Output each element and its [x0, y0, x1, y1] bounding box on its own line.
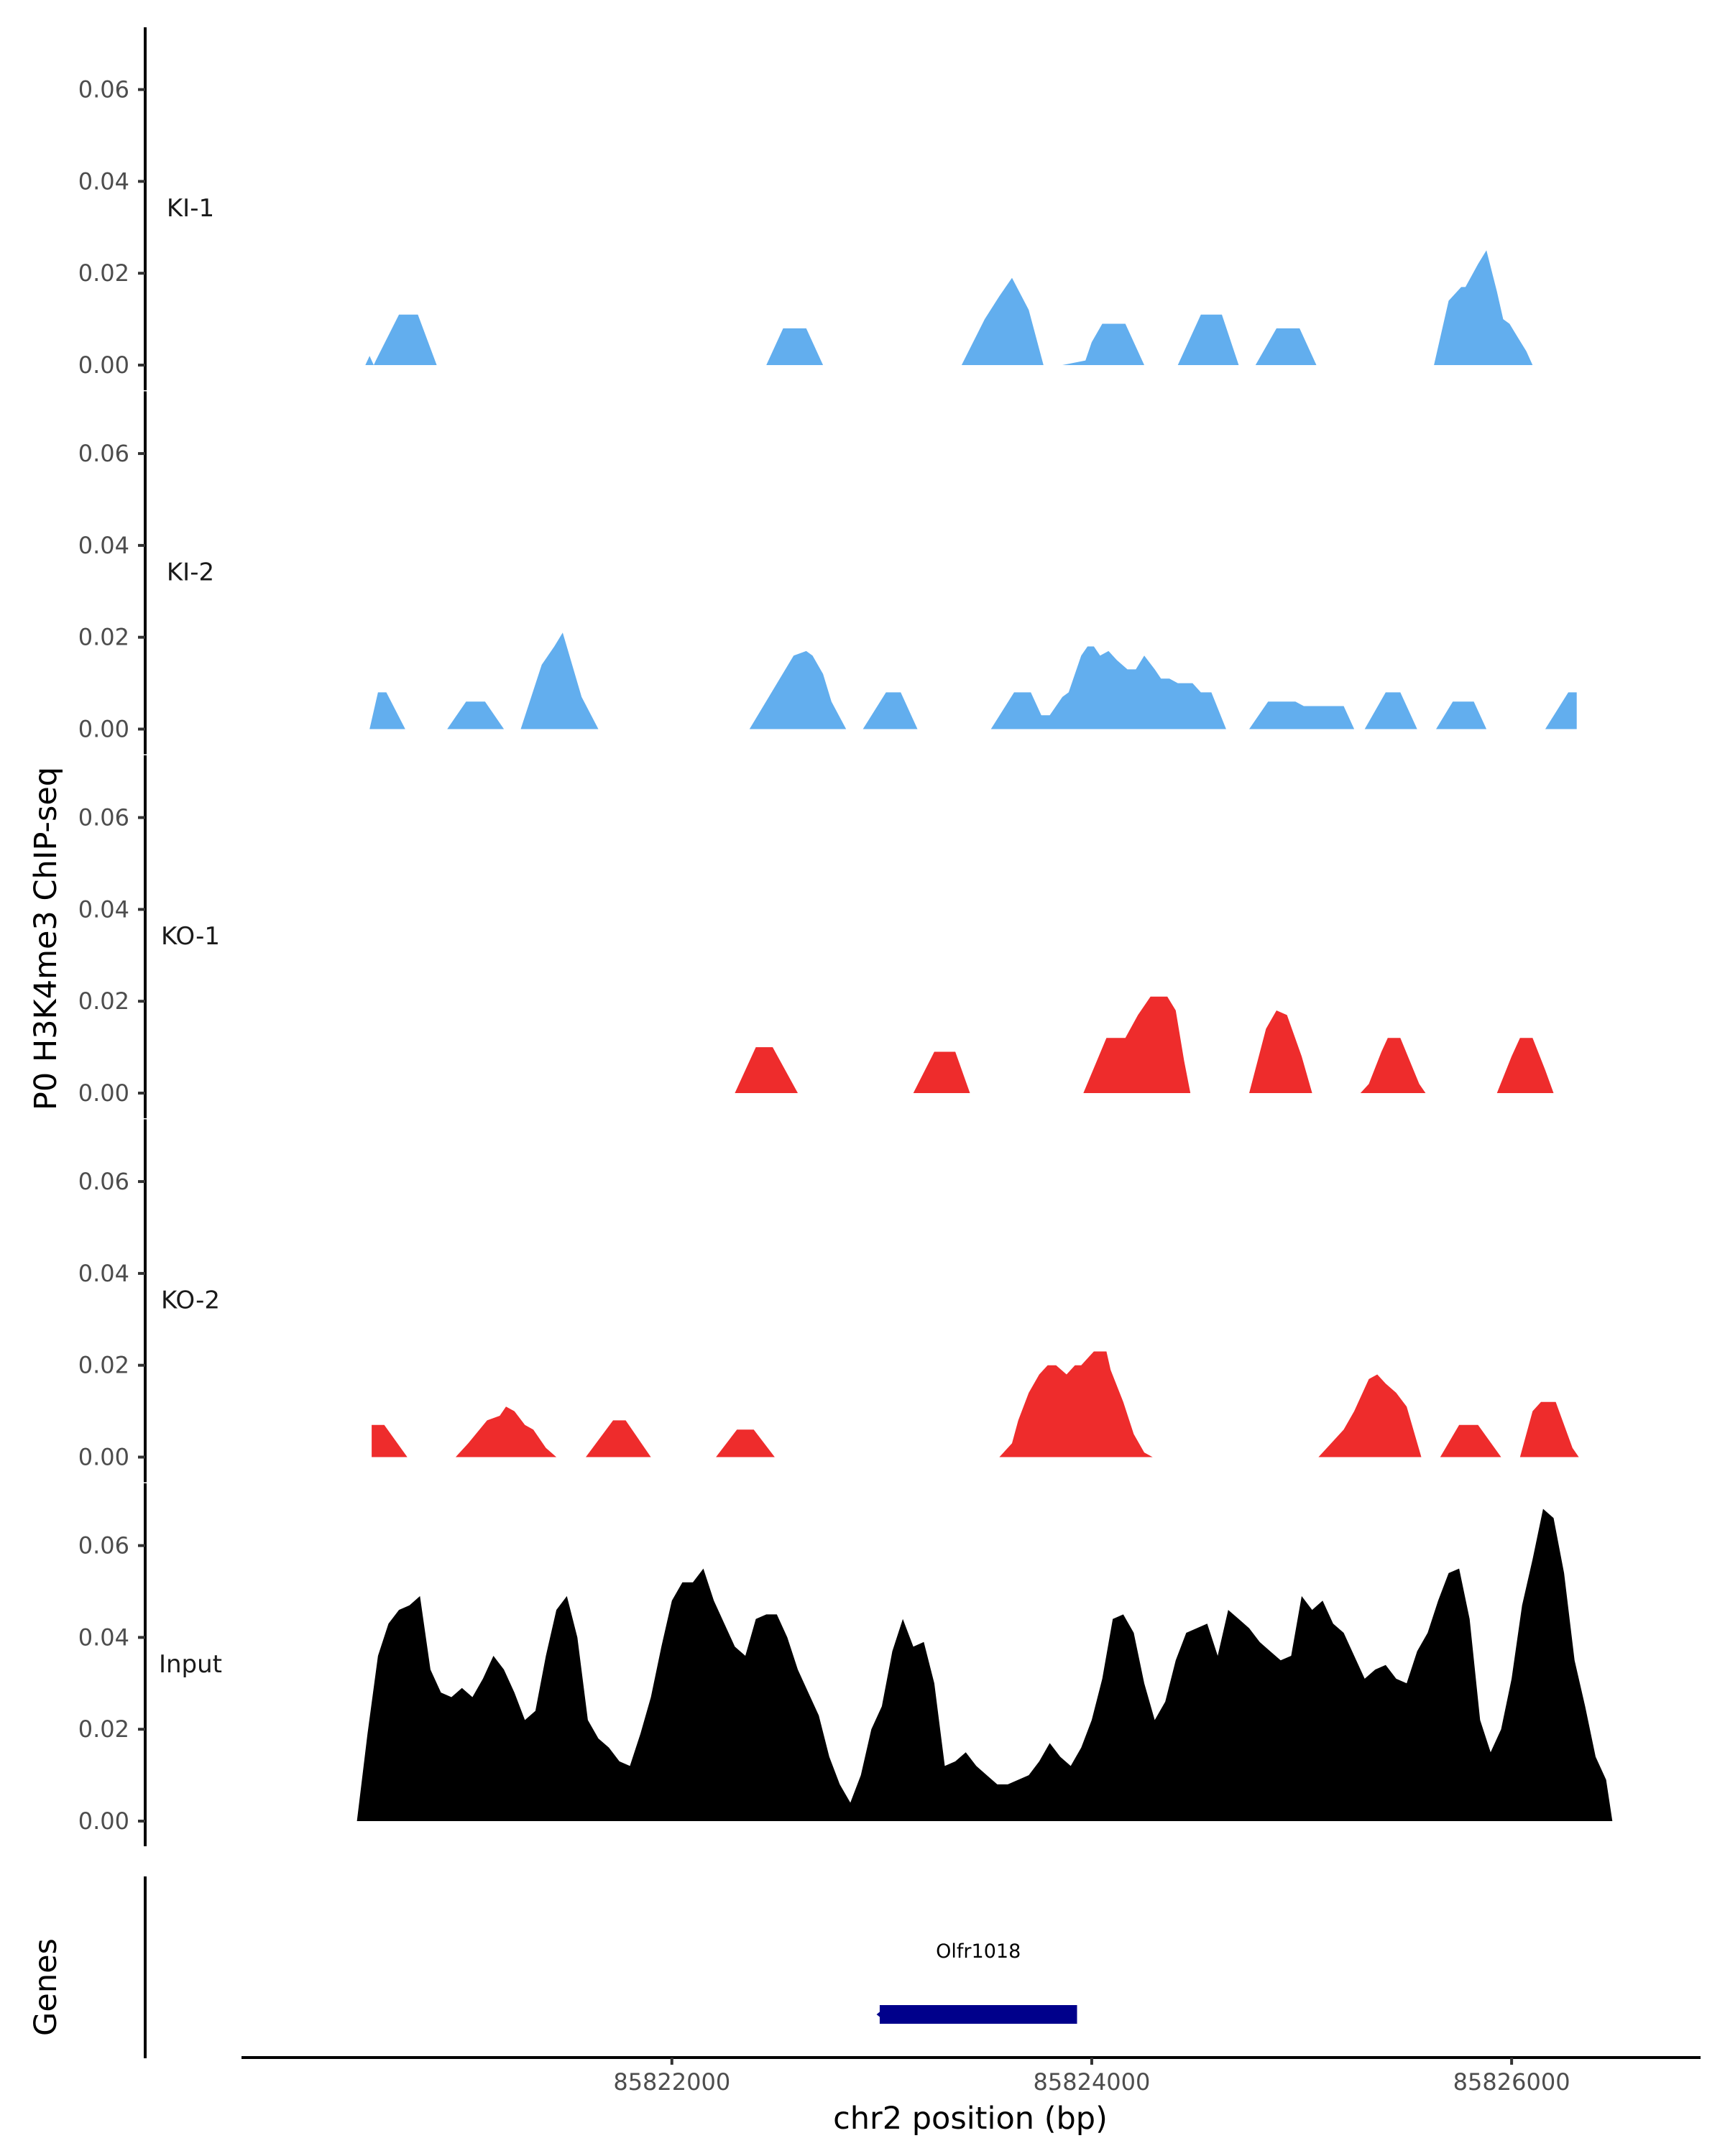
y-tick-label: 0.06 — [78, 1532, 129, 1560]
track-label: KO-1 — [161, 922, 220, 951]
coverage-area-input — [356, 1508, 1613, 1821]
gene-strand-arrow — [876, 2007, 886, 2022]
x-axis-title: chr2 position (bp) — [833, 2101, 1108, 2137]
track-input: 0.00 0.02 0.04 0.06 Input — [78, 1483, 1613, 1846]
track-label: KI-1 — [167, 194, 214, 223]
track-ki-1: 0.00 0.02 0.04 0.06 KI-1 — [78, 27, 1533, 390]
y-tick-label: 0.04 — [78, 1260, 129, 1287]
y-tick-label: 0.06 — [78, 440, 129, 467]
y-tick-label: 0.02 — [78, 1715, 129, 1743]
y-tick-label: 0.02 — [78, 987, 129, 1015]
gene-label: Olfr1018 — [936, 1940, 1021, 1963]
gene-body — [879, 2005, 1077, 2024]
x-axis-ticks: 85822000 85824000 85826000 — [613, 2058, 1570, 2096]
coverage-area-ko-1 — [735, 996, 1554, 1093]
y-tick-label: 0.04 — [78, 1623, 129, 1651]
genes-label: Genes — [28, 1938, 64, 2036]
coverage-area-ko-2 — [372, 1351, 1579, 1457]
y-tick-label: 0.02 — [78, 1352, 129, 1379]
x-tick-label: 85826000 — [1453, 2068, 1570, 2096]
track-label: KI-2 — [167, 558, 214, 587]
track-label: Input — [159, 1650, 222, 1679]
y-tick-label: 0.04 — [78, 167, 129, 195]
y-tick-label: 0.02 — [78, 259, 129, 287]
y-tick-label: 0.00 — [78, 1444, 129, 1471]
y-tick-label: 0.02 — [78, 624, 129, 651]
y-tick-label: 0.06 — [78, 804, 129, 831]
y-tick-label: 0.04 — [78, 895, 129, 923]
coverage-area-ki-2 — [369, 632, 1577, 729]
x-tick-label: 85824000 — [1034, 2068, 1151, 2096]
y-tick-label: 0.00 — [78, 1807, 129, 1835]
y-tick-label: 0.06 — [78, 76, 129, 103]
y-tick-label: 0.00 — [78, 351, 129, 379]
gene-panel: Genes Olfr1018 — [28, 1876, 1077, 2058]
y-tick-label: 0.00 — [78, 716, 129, 743]
track-panels: 0.00 0.02 0.04 0.06 KI-1 0.00 0.02 0.04 0.06 KI-2… — [78, 27, 1613, 1846]
gene-olfr1018: Olfr1018 — [876, 1940, 1077, 2024]
track-ki-2: 0.00 0.02 0.04 0.06 KI-2 — [78, 391, 1577, 755]
y-tick-label: 0.04 — [78, 532, 129, 559]
track-ko-1: 0.00 0.02 0.04 0.06 KO-1 — [78, 755, 1554, 1118]
y-tick-label: 0.00 — [78, 1079, 129, 1107]
gene-marks: Olfr1018 — [876, 1940, 1077, 2024]
y-tick-label: 0.06 — [78, 1168, 129, 1195]
track-label: KO-2 — [161, 1286, 220, 1315]
y-axis-title: P0 H3K4me3 ChIP-seq — [28, 767, 64, 1110]
track-ko-2: 0.00 0.02 0.04 0.06 KO-2 — [78, 1119, 1579, 1483]
x-tick-label: 85822000 — [613, 2068, 730, 2096]
